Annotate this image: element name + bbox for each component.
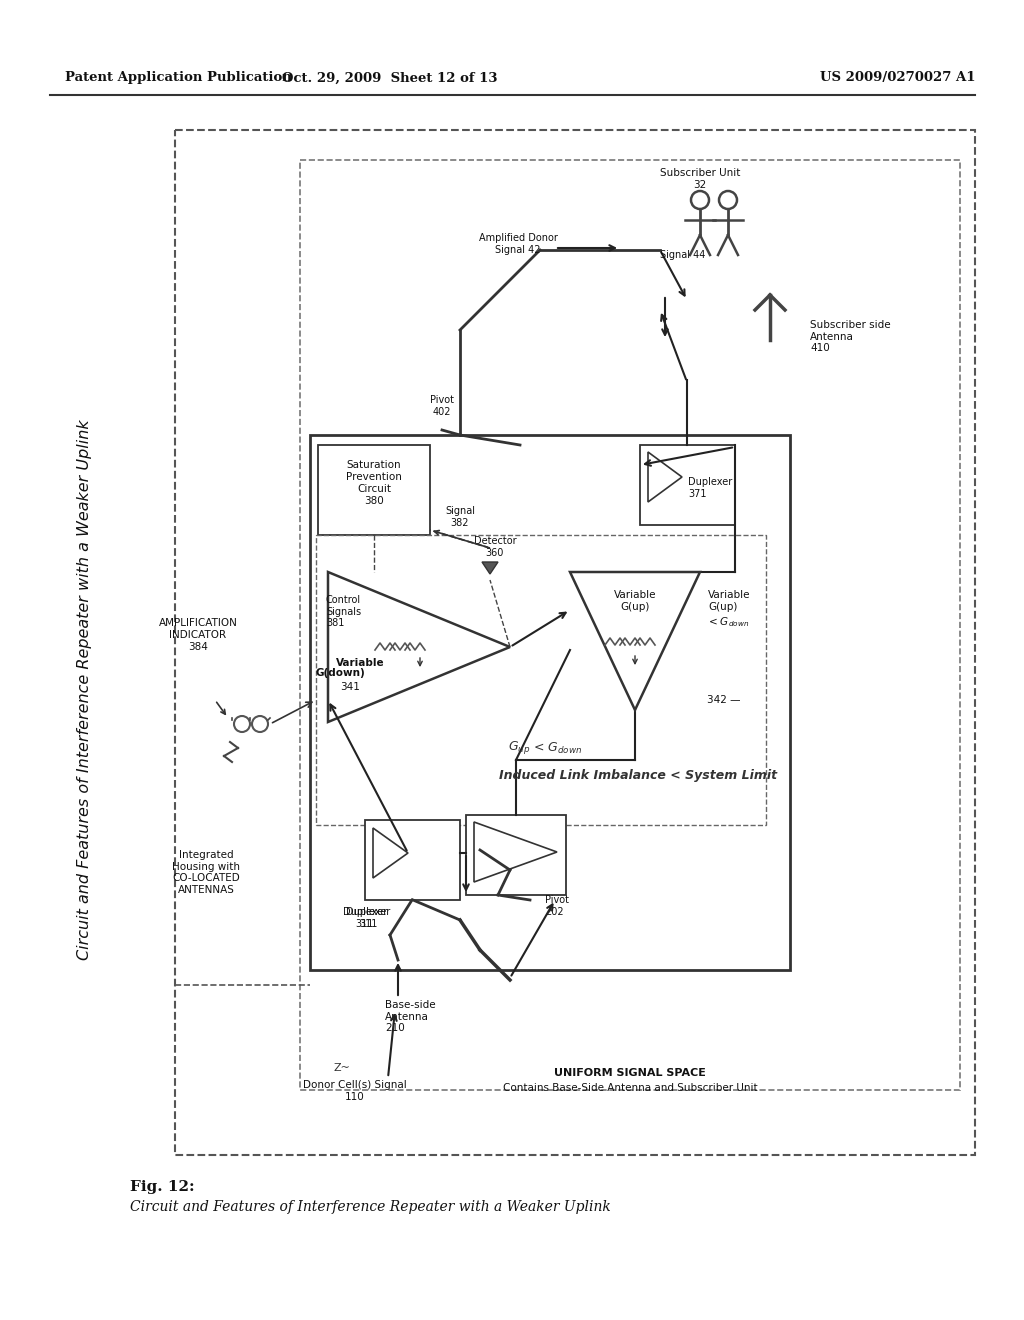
Bar bbox=[310, 436, 790, 970]
Text: 32: 32 bbox=[693, 180, 707, 190]
Text: Pivot
202: Pivot 202 bbox=[545, 895, 569, 916]
Text: Subscriber side
Antenna
410: Subscriber side Antenna 410 bbox=[810, 319, 891, 354]
Text: Pivot
402: Pivot 402 bbox=[430, 395, 454, 417]
Bar bbox=[640, 445, 735, 525]
Text: Duplexer
311: Duplexer 311 bbox=[343, 907, 387, 928]
Bar bbox=[318, 445, 430, 535]
Text: G(down): G(down) bbox=[315, 668, 365, 678]
Text: Circuit and Features of Interference Repeater with a Weaker Uplink: Circuit and Features of Interference Rep… bbox=[130, 1200, 610, 1214]
Text: Patent Application Publication: Patent Application Publication bbox=[65, 71, 292, 84]
Text: Saturation: Saturation bbox=[347, 459, 401, 470]
Text: INDICATOR: INDICATOR bbox=[169, 630, 226, 640]
Text: Oct. 29, 2009  Sheet 12 of 13: Oct. 29, 2009 Sheet 12 of 13 bbox=[283, 71, 498, 84]
Text: Z~: Z~ bbox=[333, 1063, 350, 1073]
Text: US 2009/0270027 A1: US 2009/0270027 A1 bbox=[820, 71, 976, 84]
Text: Variable
G(up): Variable G(up) bbox=[708, 590, 751, 611]
Text: Induced Link Imbalance < System Limit: Induced Link Imbalance < System Limit bbox=[499, 768, 777, 781]
Text: < $G_{down}$: < $G_{down}$ bbox=[534, 741, 583, 755]
Text: Detector: Detector bbox=[474, 536, 516, 546]
Text: Fig. 12:: Fig. 12: bbox=[130, 1180, 195, 1195]
Text: Circuit and Features of Interference Repeater with a Weaker Uplink: Circuit and Features of Interference Rep… bbox=[78, 420, 92, 961]
Polygon shape bbox=[482, 562, 498, 574]
Text: < $G_{down}$: < $G_{down}$ bbox=[708, 615, 750, 628]
Text: Subscriber Unit: Subscriber Unit bbox=[659, 168, 740, 178]
Text: AMPLIFICATION: AMPLIFICATION bbox=[159, 618, 238, 628]
Bar bbox=[466, 814, 566, 895]
Bar bbox=[316, 535, 766, 825]
Text: 384: 384 bbox=[188, 642, 208, 652]
Text: 380: 380 bbox=[365, 496, 384, 506]
Text: Circuit: Circuit bbox=[357, 484, 391, 494]
Text: Donor Cell(s) Signal
110: Donor Cell(s) Signal 110 bbox=[303, 1080, 407, 1102]
Text: Prevention: Prevention bbox=[346, 473, 402, 482]
Text: $G_{up}$: $G_{up}$ bbox=[508, 739, 530, 756]
Text: 342 —: 342 — bbox=[707, 696, 740, 705]
Text: Variable
G(up): Variable G(up) bbox=[613, 590, 656, 611]
Text: Duplexer
311: Duplexer 311 bbox=[346, 907, 390, 928]
Text: Signal
382: Signal 382 bbox=[445, 507, 475, 528]
Bar bbox=[175, 129, 975, 1155]
Text: UNIFORM SIGNAL SPACE: UNIFORM SIGNAL SPACE bbox=[554, 1068, 706, 1078]
Text: Variable: Variable bbox=[336, 657, 384, 680]
Text: Control
Signals
381: Control Signals 381 bbox=[326, 595, 361, 628]
Text: Amplified Donor
Signal 42: Amplified Donor Signal 42 bbox=[478, 234, 557, 255]
Text: Signal 44: Signal 44 bbox=[660, 249, 706, 260]
Text: Duplexer
371: Duplexer 371 bbox=[688, 478, 732, 499]
Text: 360: 360 bbox=[485, 548, 504, 558]
Text: Contains Base-Side Antenna and Subscriber Unit: Contains Base-Side Antenna and Subscribe… bbox=[503, 1082, 758, 1093]
Text: Base-side
Antenna
210: Base-side Antenna 210 bbox=[385, 1001, 435, 1034]
Bar bbox=[300, 160, 961, 1090]
Text: 341: 341 bbox=[340, 682, 360, 692]
Text: Integrated
Housing with
CO-LOCATED
ANTENNAS: Integrated Housing with CO-LOCATED ANTEN… bbox=[172, 850, 240, 895]
Bar bbox=[365, 820, 460, 900]
